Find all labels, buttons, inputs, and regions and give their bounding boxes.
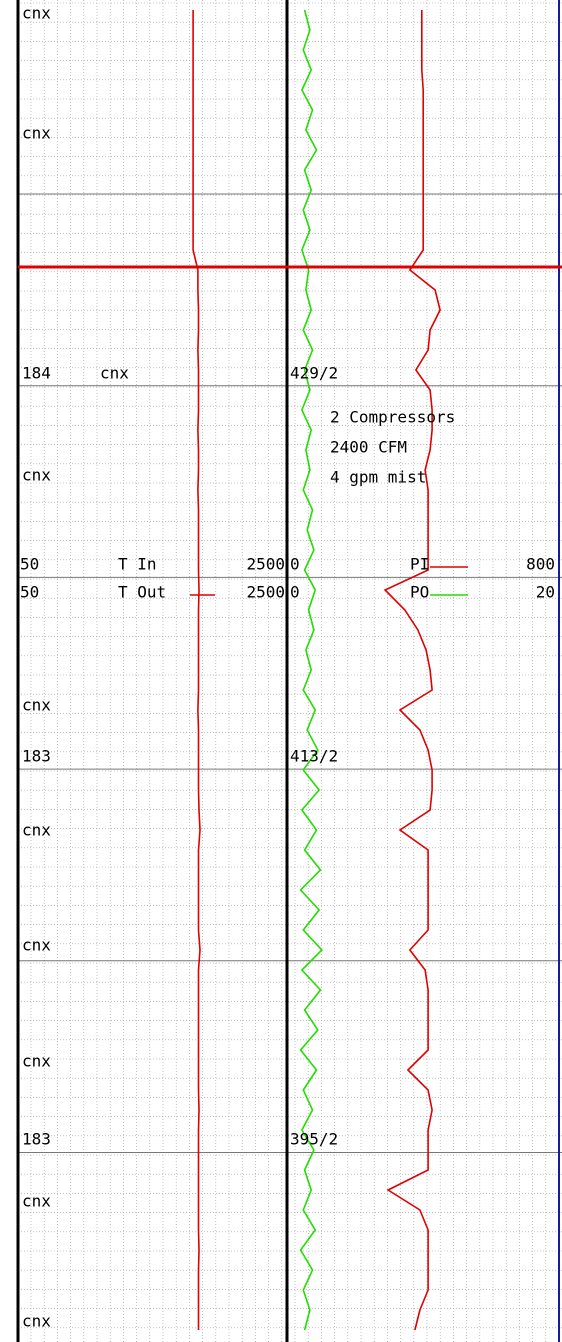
curve — [383, 10, 441, 1331]
legend-label: T In — [118, 555, 157, 574]
note: 183 — [22, 1130, 51, 1149]
scale-max: 800 — [526, 555, 555, 574]
scale-max: 2500 — [246, 555, 285, 574]
scale-max: 2500 — [246, 583, 285, 602]
scale-max: 20 — [536, 583, 555, 602]
note: cnx — [22, 1052, 51, 1071]
legend-label: T Out — [118, 583, 166, 602]
note: cnx — [22, 124, 51, 143]
note: cnx — [22, 696, 51, 715]
legend-label: PI — [410, 555, 429, 574]
note: cnx — [22, 936, 51, 955]
note: 183 — [22, 747, 51, 766]
note: cnx — [100, 364, 129, 383]
legend-label: PO — [410, 583, 429, 602]
scale-min: 50 — [20, 555, 39, 574]
note: 2400 CFM — [330, 438, 407, 457]
note: 395/2 — [290, 1130, 338, 1149]
note: cnx — [22, 1192, 51, 1211]
scale-min: 50 — [20, 583, 39, 602]
curve — [192, 10, 201, 1330]
note: 429/2 — [290, 364, 338, 383]
note: cnx — [22, 1312, 51, 1331]
scale-min: 0 — [290, 583, 300, 602]
curve — [299, 9, 323, 1331]
scale-min: 0 — [290, 555, 300, 574]
note: 184 — [22, 364, 51, 383]
note: cnx — [22, 466, 51, 485]
note: 4 gpm mist — [330, 468, 426, 487]
note: cnx — [22, 4, 51, 23]
note: cnx — [22, 821, 51, 840]
note: 413/2 — [290, 747, 338, 766]
note: 2 Compressors — [330, 408, 455, 427]
